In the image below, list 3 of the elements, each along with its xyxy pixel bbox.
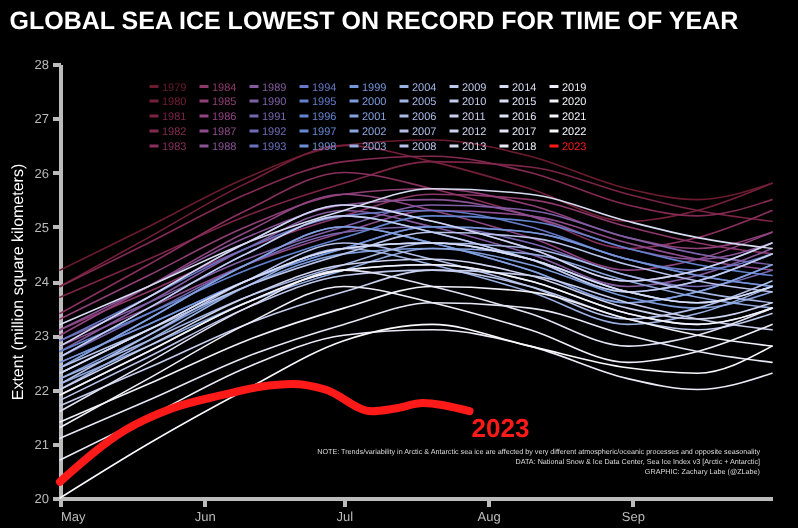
y-axis-title: Extent (million square kilometers) xyxy=(8,163,27,401)
text: 2023 xyxy=(471,413,530,444)
chart-title: GLOBAL SEA ICE LOWEST ON RECORD FOR TIME OF YEAR xyxy=(9,7,739,35)
